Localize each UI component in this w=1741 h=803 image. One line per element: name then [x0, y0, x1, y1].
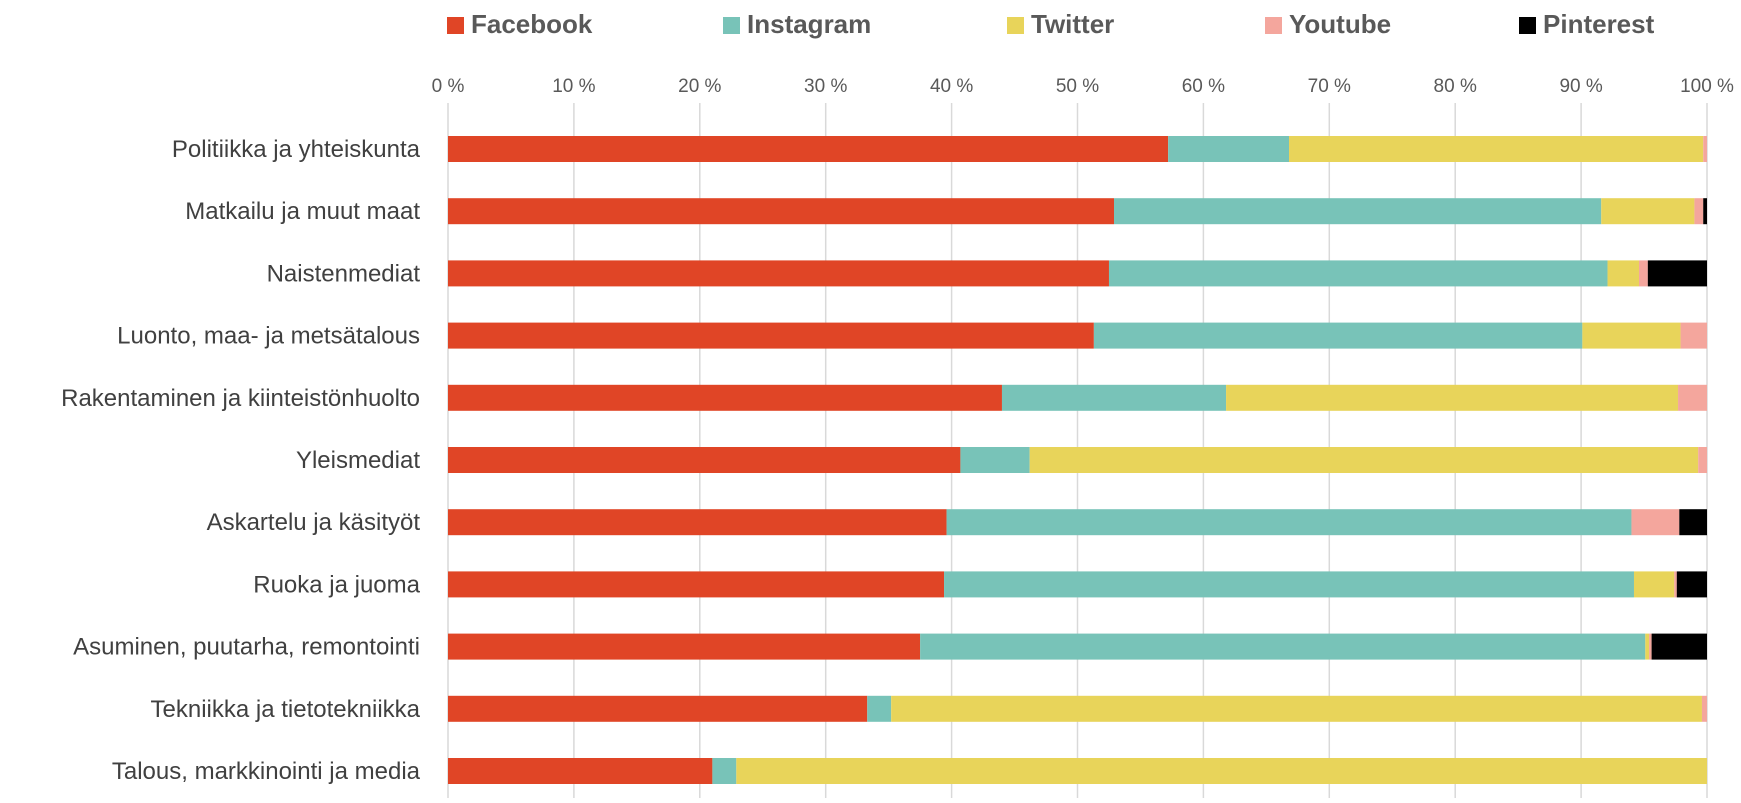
bar-segment-pinterest	[1647, 260, 1707, 287]
bar-segment-instagram	[946, 509, 1632, 536]
x-tick-label: 10 %	[552, 76, 595, 97]
legend-swatch	[723, 17, 740, 34]
bar-segment-pinterest	[1651, 633, 1707, 660]
bar-segment-twitter	[1582, 322, 1681, 349]
x-tick-label: 50 %	[1056, 76, 1099, 97]
bar-segment-twitter	[1289, 136, 1704, 162]
bar-segment-twitter	[1645, 633, 1650, 660]
bars	[448, 136, 1707, 784]
x-tick-label: 30 %	[804, 76, 847, 97]
bar-segment-facebook	[448, 509, 947, 536]
bar-segment-instagram	[944, 571, 1634, 598]
bar-segment-youtube	[1698, 447, 1707, 473]
x-tick-label: 80 %	[1434, 76, 1477, 97]
legend-swatch	[447, 17, 464, 34]
legend: Facebook Instagram Twitter Youtube Pinterest	[447, 9, 1655, 39]
bar-segment-instagram	[1108, 260, 1608, 287]
bar-segment-facebook	[448, 633, 921, 660]
category-label: Yleismediat	[296, 447, 420, 474]
x-tick-label: 90 %	[1559, 76, 1602, 97]
legend-swatch	[1007, 17, 1024, 34]
bar-segment-instagram	[1001, 384, 1227, 411]
x-tick-label: 100 %	[1680, 76, 1734, 97]
bar-segment-twitter	[736, 758, 1707, 784]
bar-segment-facebook	[448, 695, 868, 722]
category-label: Asuminen, puutarha, remontointi	[73, 634, 420, 661]
bar-segment-facebook	[448, 260, 1109, 287]
legend-label: Twitter	[1031, 9, 1114, 39]
bar-segment-youtube	[1639, 260, 1648, 287]
x-tick-label: 40 %	[930, 76, 973, 97]
bar-segment-facebook	[448, 571, 945, 598]
bar-segment-facebook	[448, 447, 961, 473]
bar-segment-instagram	[1168, 136, 1290, 162]
category-label: Talous, markkinointi ja media	[112, 758, 421, 785]
bar-segment-twitter	[1226, 384, 1679, 411]
bar-segment-twitter	[1607, 260, 1640, 287]
x-tick-label: 0 %	[432, 76, 465, 97]
bar-segment-instagram	[1114, 198, 1602, 225]
category-label: Matkailu ja muut maat	[185, 198, 420, 225]
bar-segment-youtube	[1674, 571, 1677, 598]
bar-segment-twitter	[1029, 447, 1699, 473]
legend-swatch	[1265, 17, 1282, 34]
legend-swatch	[1519, 17, 1536, 34]
bar-segment-pinterest	[1703, 198, 1707, 225]
category-label: Naistenmediat	[267, 260, 421, 287]
bar-segment-instagram	[712, 758, 737, 784]
category-labels: Politiikka ja yhteiskunta Matkailu ja muu…	[61, 136, 421, 785]
x-tick-labels: 0 % 10 % 20 % 30 % 40 % 50 % 60 % 70 % 80 % 90 % 1…	[432, 76, 1734, 97]
category-label: Tekniikka ja tietotekniikka	[151, 696, 421, 723]
bar-segment-pinterest	[1676, 571, 1707, 598]
bar-segment-instagram	[867, 695, 892, 722]
bar-segment-facebook	[448, 322, 1094, 349]
bar-segment-pinterest	[1679, 509, 1707, 536]
bar-segment-instagram	[960, 447, 1030, 473]
category-label: Luonto, maa- ja metsätalous	[117, 323, 420, 350]
bar-segment-facebook	[448, 758, 713, 784]
bar-segment-youtube	[1631, 509, 1680, 536]
category-label: Ruoka ja juoma	[253, 571, 420, 598]
legend-label: Facebook	[471, 9, 593, 39]
bar-segment-instagram	[920, 633, 1646, 660]
legend-label: Pinterest	[1543, 9, 1655, 39]
legend-label: Youtube	[1289, 9, 1391, 39]
x-tick-label: 70 %	[1308, 76, 1351, 97]
bar-segment-youtube	[1649, 633, 1652, 660]
bar-segment-youtube	[1680, 322, 1707, 349]
bar-segment-youtube	[1678, 384, 1707, 411]
bar-segment-youtube	[1703, 136, 1707, 162]
bar-segment-youtube	[1701, 695, 1707, 722]
category-label: Askartelu ja käsityöt	[207, 509, 421, 536]
x-tick-label: 60 %	[1182, 76, 1225, 97]
bar-segment-twitter	[1633, 571, 1675, 598]
bar-segment-instagram	[1093, 322, 1583, 349]
bar-segment-facebook	[448, 384, 1002, 411]
bar-segment-facebook	[448, 136, 1169, 162]
bar-segment-facebook	[448, 198, 1115, 225]
bar-segment-youtube	[1694, 198, 1704, 225]
x-tick-label: 20 %	[678, 76, 721, 97]
legend-label: Instagram	[747, 9, 871, 39]
category-label: Politiikka ja yhteiskunta	[172, 136, 421, 163]
bar-segment-twitter	[1601, 198, 1695, 225]
bar-segment-twitter	[891, 695, 1702, 722]
category-label: Rakentaminen ja kiinteistönhuolto	[61, 385, 420, 412]
